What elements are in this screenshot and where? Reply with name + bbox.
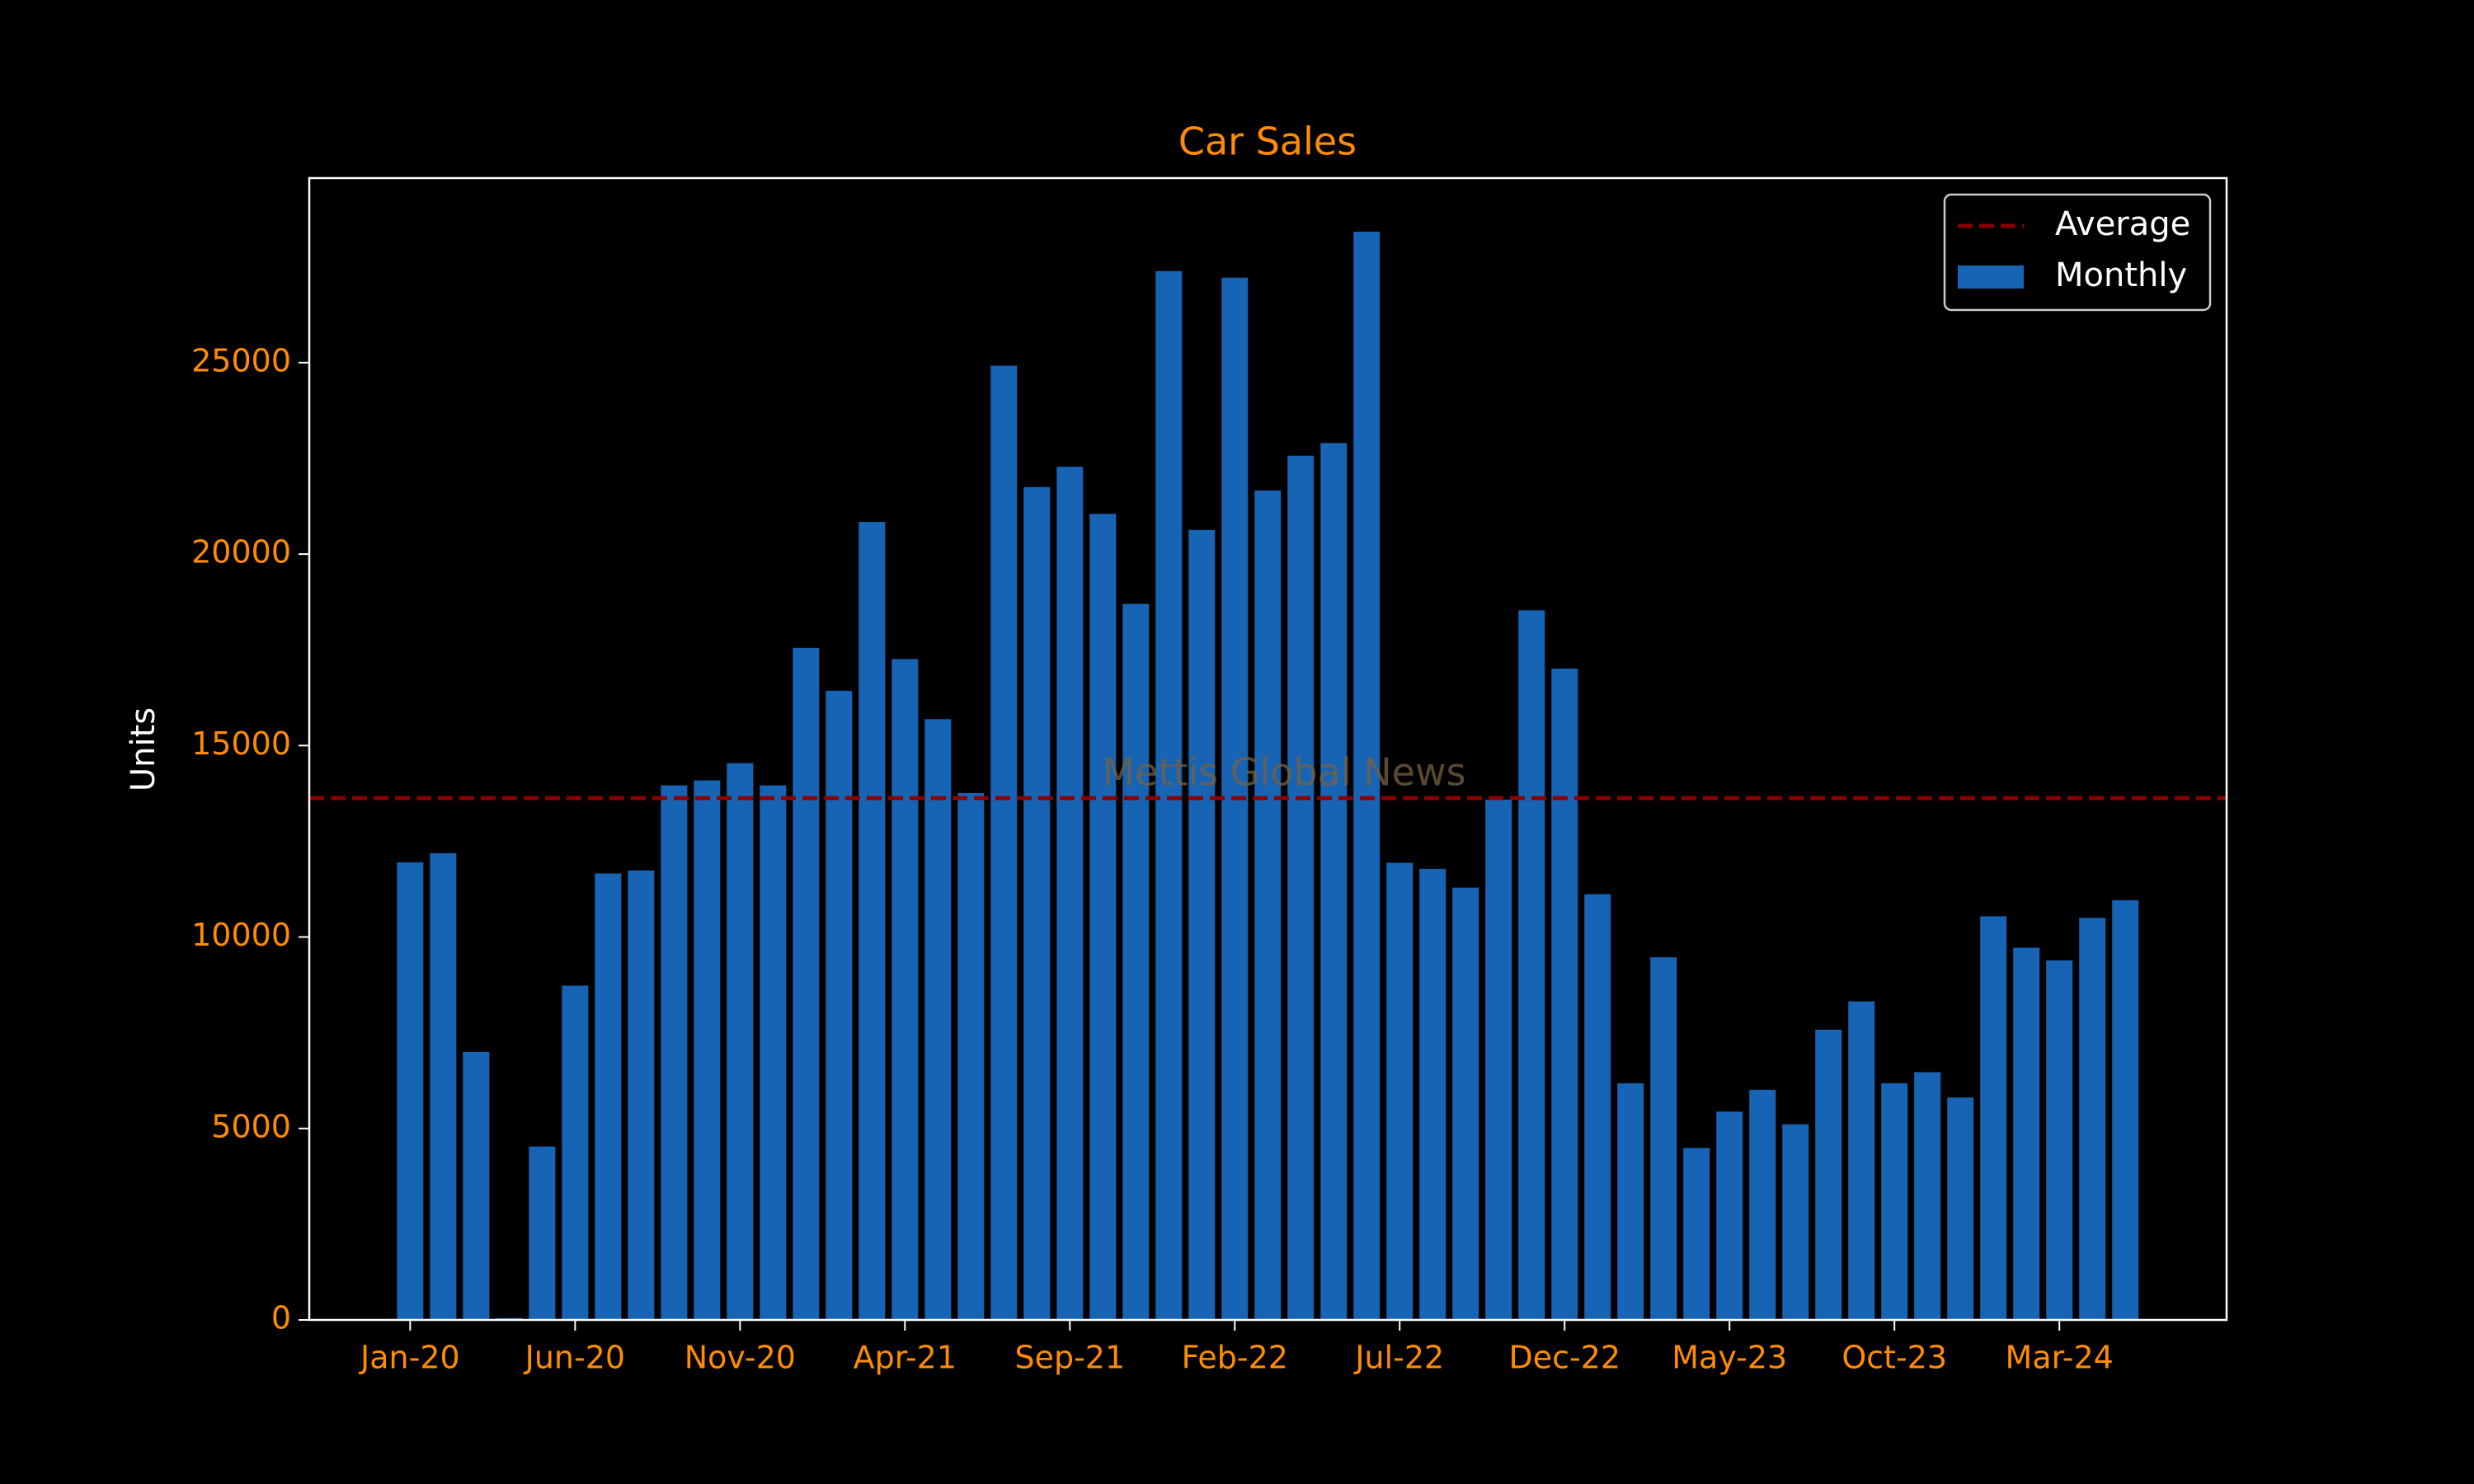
bar	[2079, 918, 2106, 1320]
watermark: Mettis Global News	[1102, 750, 1465, 795]
bar	[1254, 490, 1282, 1320]
y-tick-label: 5000	[211, 1108, 291, 1144]
x-tick-label: Feb-22	[1182, 1340, 1288, 1376]
chart-title: Car Sales	[1178, 120, 1357, 164]
bar	[463, 1051, 490, 1320]
bar	[562, 985, 589, 1320]
y-tick-label: 15000	[191, 726, 291, 762]
x-tick-label: Jul-22	[1353, 1340, 1444, 1376]
bar	[628, 870, 655, 1320]
bar	[1848, 1001, 1875, 1320]
bar	[397, 862, 424, 1320]
bar	[1287, 455, 1315, 1320]
bar	[1980, 916, 2007, 1320]
legend-swatch	[1958, 265, 2024, 289]
x-tick-label: Nov-20	[684, 1340, 796, 1376]
bar	[1881, 1082, 1908, 1320]
bar	[727, 763, 754, 1320]
bar	[1023, 486, 1051, 1320]
bar	[858, 522, 886, 1320]
bar	[1914, 1072, 1941, 1320]
legend-label: Average	[2055, 205, 2190, 243]
bar	[1683, 1148, 1710, 1320]
bar	[957, 792, 985, 1320]
bar	[1815, 1029, 1842, 1320]
bar	[1551, 668, 1578, 1320]
bar	[2013, 947, 2040, 1320]
x-tick-label: Dec-22	[1508, 1340, 1620, 1376]
bar	[430, 852, 457, 1320]
bar	[1485, 799, 1512, 1320]
x-tick-label: Jan-20	[359, 1340, 460, 1376]
bar	[661, 785, 688, 1320]
legend: Average Monthly	[1943, 193, 2212, 312]
y-tick-label: 20000	[191, 534, 291, 571]
bar	[1716, 1111, 1743, 1320]
legend-label: Monthly	[2055, 256, 2187, 294]
bar	[1353, 232, 1380, 1321]
bar	[1782, 1124, 1809, 1320]
bar	[1188, 529, 1216, 1320]
bar	[529, 1146, 556, 1320]
bar	[694, 780, 721, 1320]
bar	[1617, 1082, 1644, 1320]
y-axis-label: Units	[125, 707, 162, 791]
bar	[1518, 610, 1545, 1320]
bar	[1056, 467, 1084, 1320]
y-tick-label: 10000	[191, 917, 291, 953]
bar	[1089, 514, 1117, 1320]
bar	[1452, 887, 1479, 1320]
plot-frame	[308, 176, 2228, 1322]
bar	[1650, 957, 1677, 1320]
bar	[2046, 960, 2073, 1320]
x-tick-label: Oct-23	[1841, 1340, 1947, 1376]
bar	[1122, 603, 1150, 1320]
bar	[793, 647, 820, 1320]
x-tick-label: Jun-20	[524, 1340, 625, 1376]
bar	[1947, 1097, 1974, 1320]
bar	[1419, 868, 1446, 1320]
bar	[990, 365, 1018, 1320]
x-tick-label: Sep-21	[1014, 1340, 1125, 1376]
bar	[1584, 894, 1611, 1320]
bar	[1386, 862, 1413, 1320]
bar	[825, 690, 853, 1320]
x-tick-label: Apr-21	[854, 1340, 957, 1376]
bar	[1155, 270, 1183, 1320]
y-tick-label: 25000	[191, 342, 291, 378]
x-tick-label: May-23	[1672, 1340, 1787, 1376]
bar	[595, 873, 622, 1320]
y-tick-label: 0	[271, 1300, 291, 1336]
bar	[891, 659, 919, 1320]
bar	[2112, 899, 2139, 1320]
bar	[1320, 443, 1348, 1320]
x-tick-label: Mar-24	[2006, 1340, 2114, 1376]
bar	[760, 785, 787, 1320]
bar	[1749, 1089, 1776, 1320]
bar	[924, 719, 952, 1320]
